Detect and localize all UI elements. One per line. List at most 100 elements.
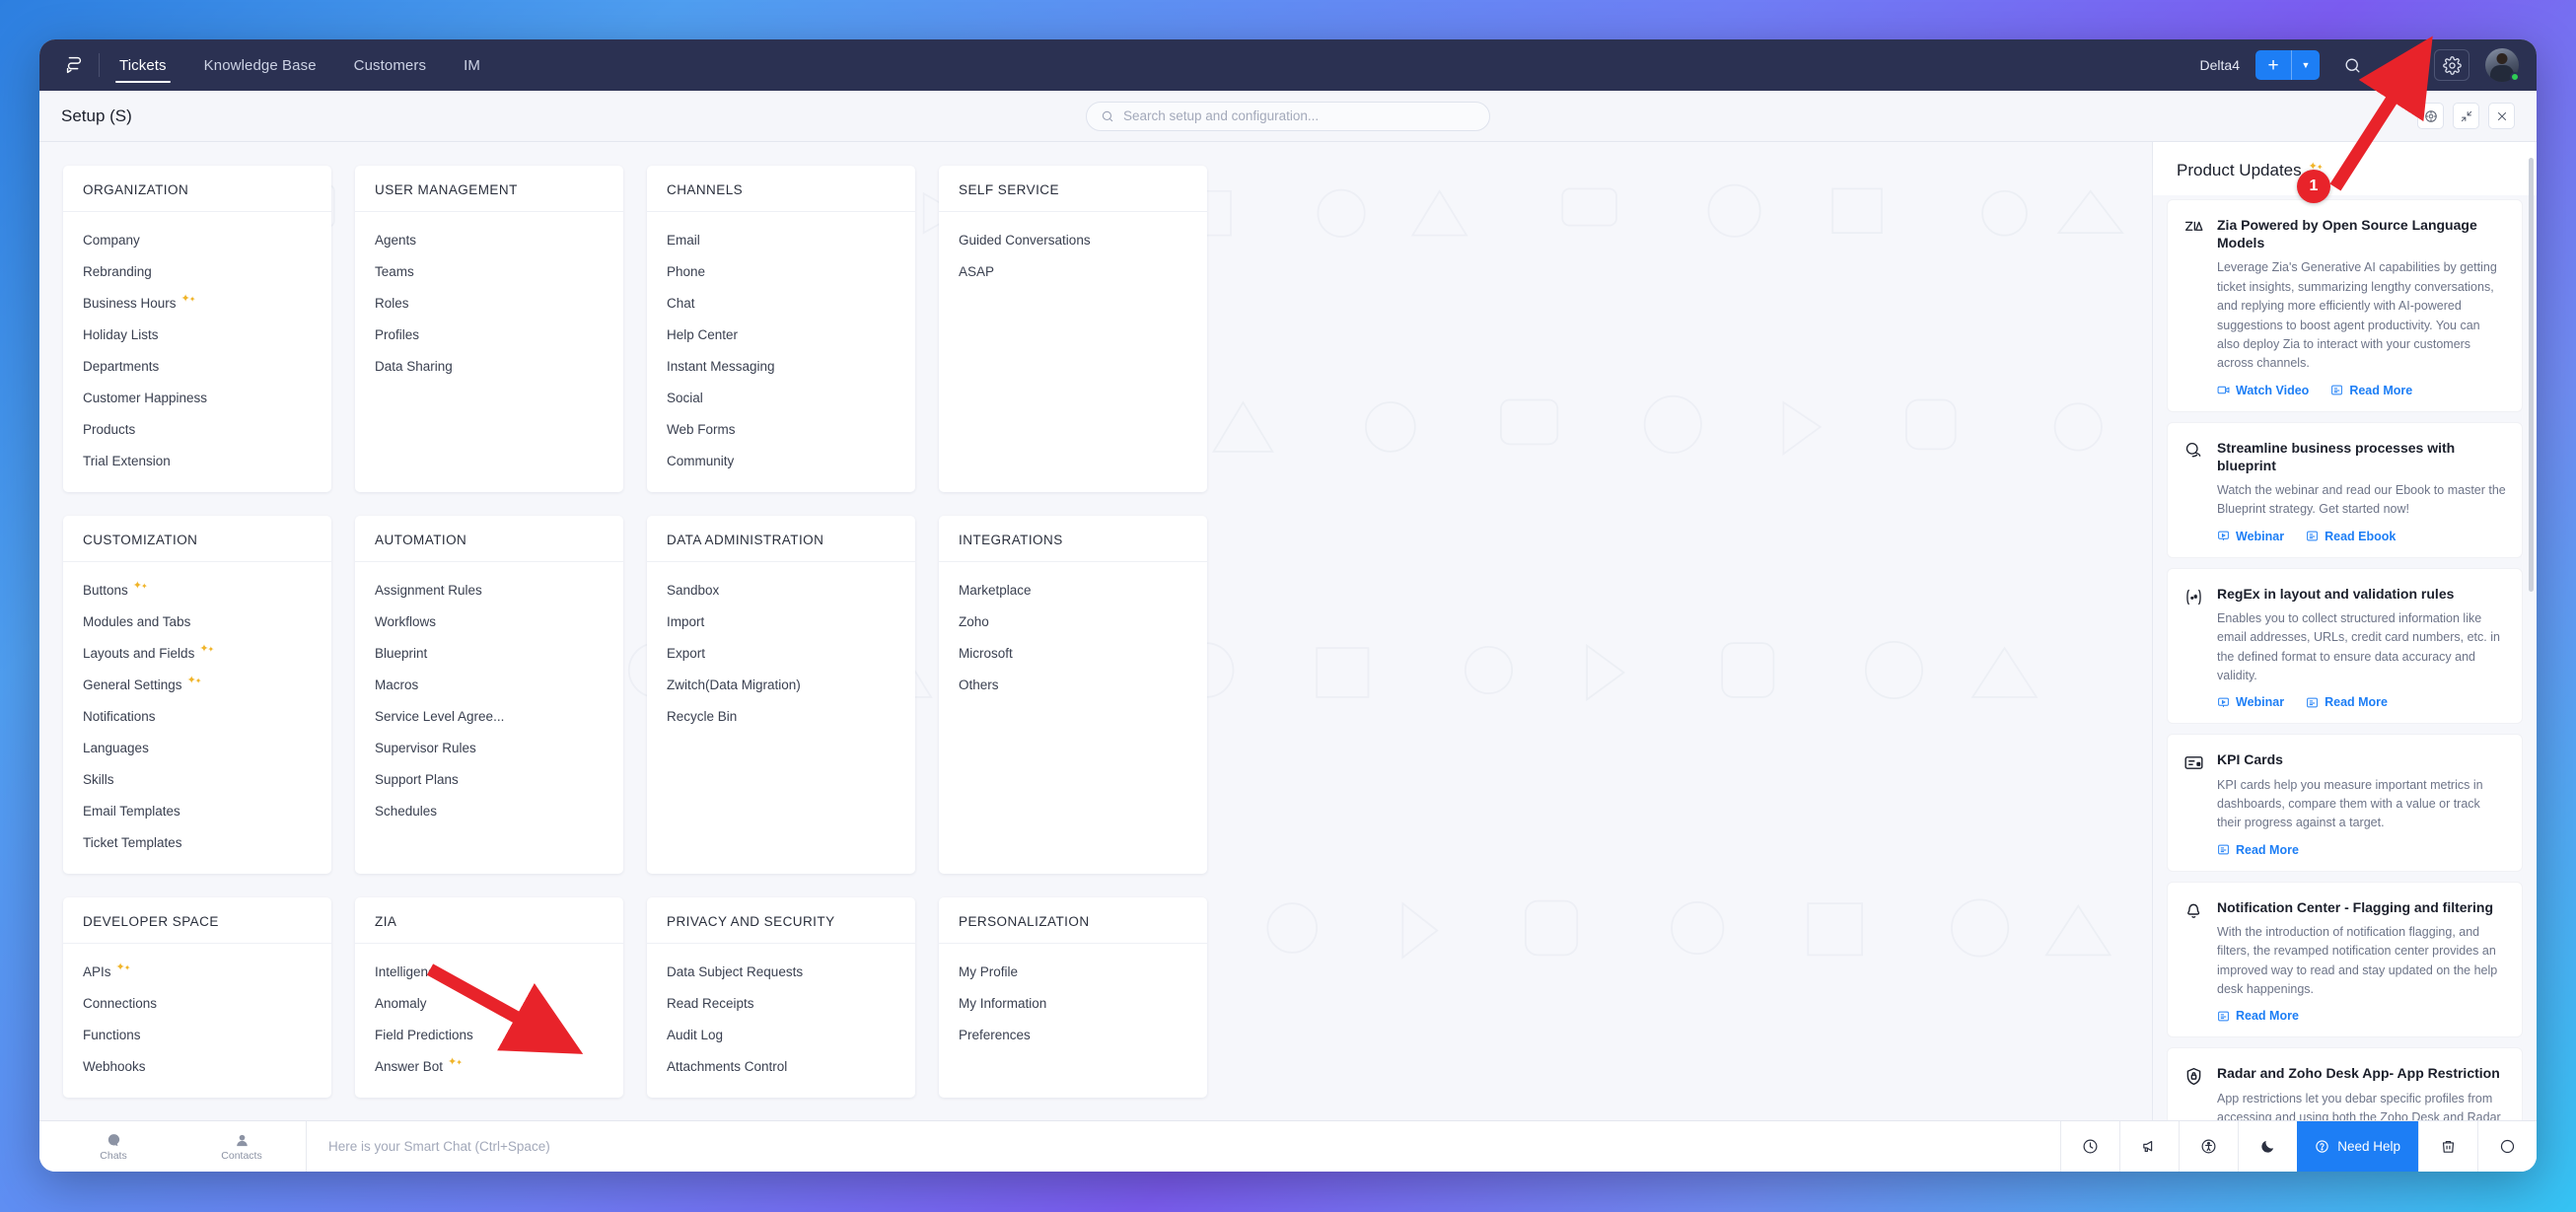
moon-icon[interactable] [2238,1121,2297,1172]
setup-item-data-subject-requests[interactable]: Data Subject Requests [647,956,915,987]
circle-icon[interactable] [2477,1121,2537,1172]
nav-tab-im[interactable]: IM [460,39,484,91]
setup-item-sandbox[interactable]: Sandbox [647,574,915,606]
setup-item-service-level-agreements[interactable]: Service Level Agree... [355,700,623,732]
setup-item-import[interactable]: Import [647,606,915,637]
setup-item-layouts-and-fields[interactable]: Layouts and Fields ✦✦ [63,637,331,669]
search-icon[interactable] [2335,48,2369,82]
clock-icon[interactable] [2060,1121,2119,1172]
collapse-icon[interactable] [2453,103,2479,129]
setup-item-workflows[interactable]: Workflows [355,606,623,637]
webinar-link[interactable]: Webinar [2217,530,2284,543]
setup-item-support-plans[interactable]: Support Plans [355,763,623,795]
nav-tab-customers[interactable]: Customers [350,39,430,91]
watch-video-link[interactable]: Watch Video [2217,384,2309,397]
setup-item-products[interactable]: Products [63,413,331,445]
setup-item-email-templates[interactable]: Email Templates [63,795,331,826]
update-card-notification-center[interactable]: Notification Center - Flagging and filte… [2167,881,2523,1038]
setup-item-others[interactable]: Others [939,669,1207,700]
setup-item-answer-bot[interactable]: Answer Bot ✦✦ [355,1050,623,1082]
setup-item-supervisor-rules[interactable]: Supervisor Rules [355,732,623,763]
read-more-link[interactable]: Read More [2217,843,2299,857]
setup-item-apis[interactable]: APIs ✦✦ [63,956,331,987]
setup-item-zoho[interactable]: Zoho [939,606,1207,637]
update-card-kpi-cards[interactable]: KPI Cards KPI cards help you measure imp… [2167,734,2523,872]
notes-icon[interactable] [2385,48,2418,82]
setup-item-profiles[interactable]: Profiles [355,319,623,350]
setup-item-connections[interactable]: Connections [63,987,331,1019]
setup-item-microsoft[interactable]: Microsoft [939,637,1207,669]
megaphone-icon[interactable] [2119,1121,2179,1172]
update-card-zia[interactable]: Zia Powered by Open Source Language Mode… [2167,199,2523,412]
accessibility-icon[interactable] [2179,1121,2238,1172]
setup-item-buttons[interactable]: Buttons ✦✦ [63,574,331,606]
setup-item-social[interactable]: Social [647,382,915,413]
setup-item-asap[interactable]: ASAP [939,255,1207,287]
setup-item-ticket-templates[interactable]: Ticket Templates [63,826,331,858]
update-card-blueprint[interactable]: Streamline business processes with bluep… [2167,421,2523,558]
setup-item-intelligence[interactable]: Intelligence [355,956,623,987]
read-more-link[interactable]: Read More [2217,1009,2299,1023]
setup-item-recycle-bin[interactable]: Recycle Bin [647,700,915,732]
setup-item-webhooks[interactable]: Webhooks [63,1050,331,1082]
setup-item-languages[interactable]: Languages [63,732,331,763]
product-updates-list[interactable]: Zia Powered by Open Source Language Mode… [2153,195,2537,1172]
read-ebook-link[interactable]: Read Ebook [2306,530,2396,543]
chevron-down-icon[interactable]: ▼ [2301,60,2311,70]
setup-item-notifications[interactable]: Notifications [63,700,331,732]
update-card-regex[interactable]: RegEx in layout and validation rules Ena… [2167,567,2523,725]
setup-item-roles[interactable]: Roles [355,287,623,319]
setup-item-trial-extension[interactable]: Trial Extension [63,445,331,476]
need-help-button[interactable]: Need Help [2297,1121,2418,1172]
close-icon[interactable] [2488,103,2515,129]
setup-item-instant-messaging[interactable]: Instant Messaging [647,350,915,382]
setup-item-schedules[interactable]: Schedules [355,795,623,826]
bottom-tab-contacts[interactable]: Contacts [178,1121,306,1172]
webinar-link[interactable]: Webinar [2217,695,2284,709]
setup-item-community[interactable]: Community [647,445,915,476]
setup-item-chat[interactable]: Chat [647,287,915,319]
avatar[interactable] [2485,48,2520,82]
setup-item-web-forms[interactable]: Web Forms [647,413,915,445]
setup-item-functions[interactable]: Functions [63,1019,331,1050]
add-button-group[interactable]: + ▼ [2255,50,2320,80]
help-circle-icon[interactable] [2417,103,2444,129]
setup-item-audit-log[interactable]: Audit Log [647,1019,915,1050]
setup-item-business-hours[interactable]: Business Hours ✦✦ [63,287,331,319]
setup-item-field-predictions[interactable]: Field Predictions [355,1019,623,1050]
setup-item-skills[interactable]: Skills [63,763,331,795]
add-button[interactable]: + [2267,54,2279,76]
nav-tab-knowledge-base[interactable]: Knowledge Base [200,39,321,91]
trash-icon[interactable] [2418,1121,2477,1172]
setup-item-my-information[interactable]: My Information [939,987,1207,1019]
setup-item-read-receipts[interactable]: Read Receipts [647,987,915,1019]
bottom-tab-chats[interactable]: Chats [49,1121,178,1172]
setup-item-zwitch-data-migration[interactable]: Zwitch(Data Migration) [647,669,915,700]
setup-item-phone[interactable]: Phone [647,255,915,287]
setup-item-export[interactable]: Export [647,637,915,669]
setup-item-company[interactable]: Company [63,224,331,255]
setup-search[interactable] [1086,101,1490,131]
setup-item-assignment-rules[interactable]: Assignment Rules [355,574,623,606]
setup-item-blueprint[interactable]: Blueprint [355,637,623,669]
setup-item-customer-happiness[interactable]: Customer Happiness [63,382,331,413]
product-updates-scrollbar[interactable] [2529,158,2534,592]
setup-item-anomaly[interactable]: Anomaly [355,987,623,1019]
gear-icon[interactable] [2434,49,2469,81]
setup-item-teams[interactable]: Teams [355,255,623,287]
read-more-link[interactable]: Read More [2306,695,2388,709]
setup-item-guided-conversations[interactable]: Guided Conversations [939,224,1207,255]
read-more-link[interactable]: Read More [2330,384,2412,397]
setup-item-my-profile[interactable]: My Profile [939,956,1207,987]
setup-item-preferences[interactable]: Preferences [939,1019,1207,1050]
setup-item-attachments-control[interactable]: Attachments Control [647,1050,915,1082]
zoho-desk-logo-icon[interactable] [57,48,91,82]
smart-chat-input[interactable]: Here is your Smart Chat (Ctrl+Space) [307,1139,2060,1154]
setup-item-agents[interactable]: Agents [355,224,623,255]
setup-grid-scroll[interactable]: ORGANIZATION Company Rebranding Business… [39,142,2152,1172]
setup-item-email[interactable]: Email [647,224,915,255]
nav-tab-tickets[interactable]: Tickets [115,39,171,91]
setup-item-holiday-lists[interactable]: Holiday Lists [63,319,331,350]
setup-item-rebranding[interactable]: Rebranding [63,255,331,287]
setup-item-data-sharing[interactable]: Data Sharing [355,350,623,382]
